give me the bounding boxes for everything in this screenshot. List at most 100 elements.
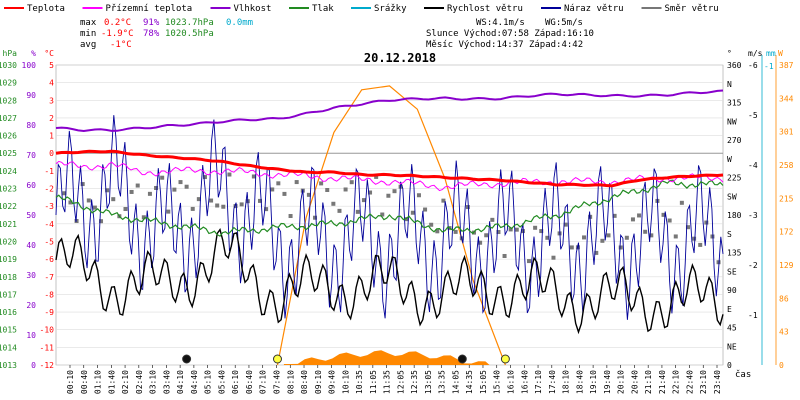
wind-direction-point xyxy=(569,245,574,250)
x-tick-label: 07:10 xyxy=(259,370,268,394)
x-tick-label: 13:35 xyxy=(438,370,447,394)
wind-direction-point xyxy=(184,184,189,189)
celsius-axis-tick: 2 xyxy=(49,114,54,123)
hpa-axis-tick: 1025 xyxy=(0,149,17,158)
wind-direction-point xyxy=(215,203,220,208)
humidity-axis-tick: 80 xyxy=(26,121,36,130)
wind-direction-point xyxy=(123,207,128,212)
humidity-axis-tick: 90 xyxy=(26,91,36,100)
stats-block: max 0.2°C 91% 1023.7hPa 0.0mm min -1.9°C… xyxy=(80,18,594,50)
wind-direction-point xyxy=(160,175,165,180)
wind-direction-point xyxy=(698,242,703,247)
humidity-axis-tick: 70 xyxy=(26,151,36,160)
w-axis-tick: 301 xyxy=(779,128,794,137)
wind-direction-point xyxy=(392,189,397,194)
direction-axis-tick: 0 xyxy=(727,361,732,370)
x-tick-label: 18:10 xyxy=(562,370,571,394)
wind-direction-point xyxy=(190,206,195,211)
wind-direction-point xyxy=(313,215,318,220)
series-rychlost-větru xyxy=(55,227,724,335)
event-markers xyxy=(182,354,510,364)
wind-direction-point xyxy=(331,201,336,206)
sunset-marker xyxy=(500,354,510,364)
wind-direction-point xyxy=(270,187,275,192)
x-tick-label: 22:40 xyxy=(685,370,694,394)
wind-direction-point xyxy=(404,217,409,222)
x-tick-label: 23:40 xyxy=(713,370,722,394)
x-tick-label: 02:40 xyxy=(135,370,144,394)
x-tick-label: 10:10 xyxy=(341,370,350,394)
wind-direction-point xyxy=(630,217,635,222)
wind-direction-point xyxy=(490,217,495,222)
x-axis-unit-label: čas xyxy=(735,369,751,380)
wind-direction-point xyxy=(679,200,684,205)
stat-min-press: 1020.5hPa xyxy=(165,29,214,39)
wind-direction-point xyxy=(343,187,348,192)
wind-direction-point xyxy=(62,191,67,196)
wind-direction-point xyxy=(612,213,617,218)
x-tick-label: 17:40 xyxy=(548,370,557,394)
x-tick-label: 17:10 xyxy=(534,370,543,394)
wind-direction-point xyxy=(423,207,428,212)
moonrise-marker xyxy=(457,354,467,364)
hpa-axis-tick: 1026 xyxy=(0,132,17,141)
x-tick-label: 05:40 xyxy=(217,370,226,394)
x-tick-label: 22:10 xyxy=(672,370,681,394)
wind-direction-point xyxy=(349,180,354,185)
ms-axis-tick: -3 xyxy=(748,211,758,220)
wind-direction-point xyxy=(337,208,342,213)
stat-min-hum: 78% xyxy=(143,29,160,39)
solar-curve xyxy=(276,85,506,366)
hpa-axis-tick: 1018 xyxy=(0,273,17,282)
x-tick-label: 16:10 xyxy=(507,370,516,394)
x-tick-label: 02:10 xyxy=(121,370,130,394)
wind-direction-point xyxy=(582,235,587,240)
grid-lines xyxy=(56,64,723,366)
hpa-axis-tick: 1015 xyxy=(0,326,17,335)
x-tick-label: 00:40 xyxy=(80,370,89,394)
humidity-axis-tick: 20 xyxy=(26,301,36,310)
stat-avg-temp: -1°C xyxy=(110,40,132,50)
direction-axis-tick: SW xyxy=(727,192,737,201)
hpa-axis-tick: 1027 xyxy=(0,114,17,123)
wind-direction-point xyxy=(710,234,715,239)
wind-direction-point xyxy=(441,198,446,203)
wind-direction-point xyxy=(704,220,709,225)
legend-label: Teplota xyxy=(27,4,65,14)
wind-direction-point xyxy=(129,189,134,194)
wind-direction-point xyxy=(637,213,642,218)
w-axis-tick: 172 xyxy=(779,228,794,237)
legend-label: Směr větru xyxy=(665,4,719,14)
ms-axis-tick: -5 xyxy=(748,111,758,120)
wind-direction-point xyxy=(196,197,201,202)
celsius-axis-tick: -8 xyxy=(44,290,54,299)
wind-direction-point xyxy=(667,218,672,223)
hpa-axis-tick: 1013 xyxy=(0,361,17,370)
stat-min-temp: -1.9°C xyxy=(101,29,134,39)
x-tick-label: 21:10 xyxy=(644,370,653,394)
wind-direction-point xyxy=(325,187,330,192)
direction-axis-tick: 270 xyxy=(727,136,742,145)
wind-direction-point xyxy=(227,172,232,177)
wind-direction-point xyxy=(233,204,238,209)
wind-direction-point xyxy=(239,202,244,207)
x-tick-label: 11:05 xyxy=(369,370,378,394)
wind-direction-point xyxy=(368,190,373,195)
wind-direction-point xyxy=(80,182,85,187)
direction-axis-tick: S xyxy=(727,230,732,239)
celsius-axis-tick: -11 xyxy=(40,343,55,352)
direction-axis-tick: W xyxy=(727,155,732,164)
ms-axis-tick: -1 xyxy=(748,311,758,320)
wind-direction-point xyxy=(478,240,483,245)
wind-direction-point xyxy=(202,175,207,180)
wind-direction-point xyxy=(264,207,269,212)
wind-direction-point xyxy=(99,219,104,224)
wind-direction-point xyxy=(111,197,116,202)
celsius-axis-tick: 3 xyxy=(49,96,54,105)
stat-max-press: 1023.7hPa xyxy=(165,18,214,28)
stat-ws: WS:4.1m/s xyxy=(476,18,525,28)
x-tick-label: 19:40 xyxy=(603,370,612,394)
humidity-axis-tick: 30 xyxy=(26,271,36,280)
wind-direction-point xyxy=(86,198,91,203)
wind-direction-point xyxy=(514,227,519,232)
